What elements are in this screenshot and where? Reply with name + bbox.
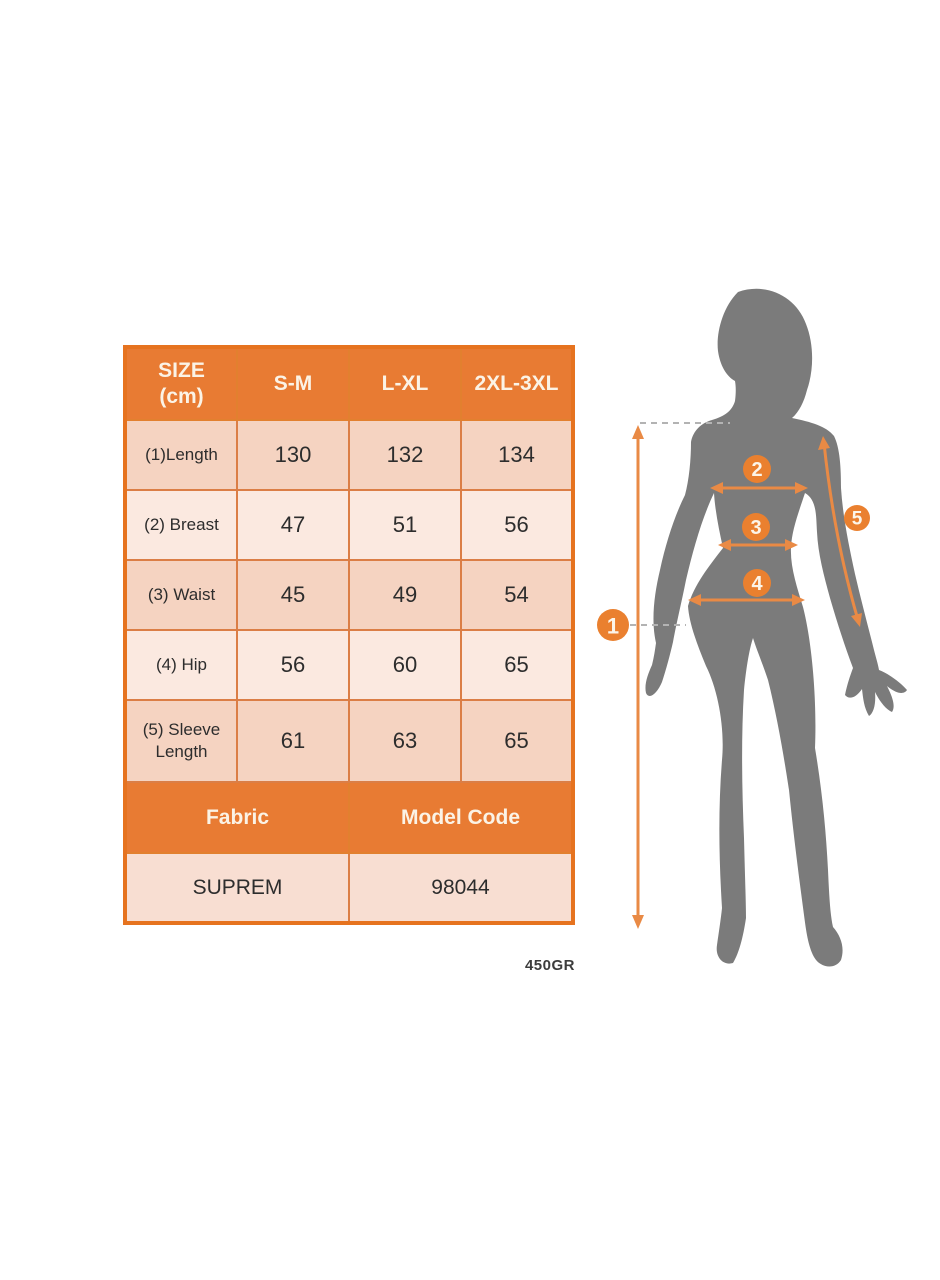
- marker-4-number: 4: [751, 573, 763, 595]
- size-col-sm: S-M: [236, 346, 350, 421]
- size-cm-header: SIZE (cm): [124, 346, 238, 421]
- fabric-header: Fabric: [124, 781, 350, 854]
- marker-2: 2: [743, 455, 771, 483]
- hip-sm: 56: [236, 629, 350, 701]
- marker-1-number: 1: [607, 614, 619, 639]
- marker-3-number: 3: [750, 517, 761, 539]
- sleeve-arrow: [818, 436, 862, 627]
- marker-3: 3: [742, 513, 770, 541]
- breast-sm: 47: [236, 489, 350, 561]
- length-lxl: 132: [348, 419, 462, 491]
- waist-lxl: 49: [348, 559, 462, 631]
- table-row: (4) Hip 56 60 65: [124, 629, 574, 701]
- table-row: (3) Waist 45 49 54: [124, 559, 574, 631]
- model-code-header: Model Code: [348, 781, 574, 854]
- table-row: (2) Breast 47 51 56: [124, 489, 574, 561]
- sleeve-lxl: 63: [348, 699, 462, 783]
- marker-1: 1: [597, 609, 629, 641]
- fabric-modelcode-value-row: SUPREM 98044: [124, 852, 574, 924]
- size-chart-table: SIZE (cm) S-M L-XL 2XL-3XL (1)Length 130…: [123, 345, 575, 925]
- size-col-2xl3xl: 2XL-3XL: [460, 346, 574, 421]
- size-header-line1: SIZE: [158, 358, 205, 382]
- waist-arrow: [718, 539, 798, 551]
- length-2xl3xl: 134: [460, 419, 574, 491]
- marker-5: 5: [844, 505, 870, 531]
- table-header-row: SIZE (cm) S-M L-XL 2XL-3XL: [124, 346, 574, 421]
- row-label-length: (1)Length: [124, 419, 238, 491]
- fabric-modelcode-header-row: Fabric Model Code: [124, 781, 574, 854]
- fabric-weight-note: 450GR: [524, 957, 575, 974]
- sleeve-sm: 61: [236, 699, 350, 783]
- hip-2xl3xl: 65: [460, 629, 574, 701]
- measurement-figure: 1 2 3 4 5: [590, 270, 940, 970]
- size-col-lxl: L-XL: [348, 346, 462, 421]
- breast-lxl: 51: [348, 489, 462, 561]
- length-arrow: [632, 425, 644, 929]
- row-label-hip: (4) Hip: [124, 629, 238, 701]
- row-label-breast: (2) Breast: [124, 489, 238, 561]
- hip-arrow: [688, 594, 805, 606]
- sleeve-2xl3xl: 65: [460, 699, 574, 783]
- waist-sm: 45: [236, 559, 350, 631]
- marker-4: 4: [743, 569, 771, 597]
- row-label-sleeve-length: (5) Sleeve Length: [124, 699, 238, 783]
- table-row: (1)Length 130 132 134: [124, 419, 574, 491]
- fabric-value: SUPREM: [124, 852, 350, 924]
- table-row: (5) Sleeve Length 61 63 65: [124, 699, 574, 783]
- hip-lxl: 60: [348, 629, 462, 701]
- marker-5-number: 5: [852, 509, 863, 530]
- length-sm: 130: [236, 419, 350, 491]
- waist-2xl3xl: 54: [460, 559, 574, 631]
- size-header-line2: (cm): [159, 385, 204, 408]
- marker-2-number: 2: [751, 459, 762, 481]
- row-label-waist: (3) Waist: [124, 559, 238, 631]
- breast-arrow: [710, 482, 808, 494]
- model-code-value: 98044: [348, 852, 574, 924]
- breast-2xl3xl: 56: [460, 489, 574, 561]
- body-silhouette: [645, 288, 907, 967]
